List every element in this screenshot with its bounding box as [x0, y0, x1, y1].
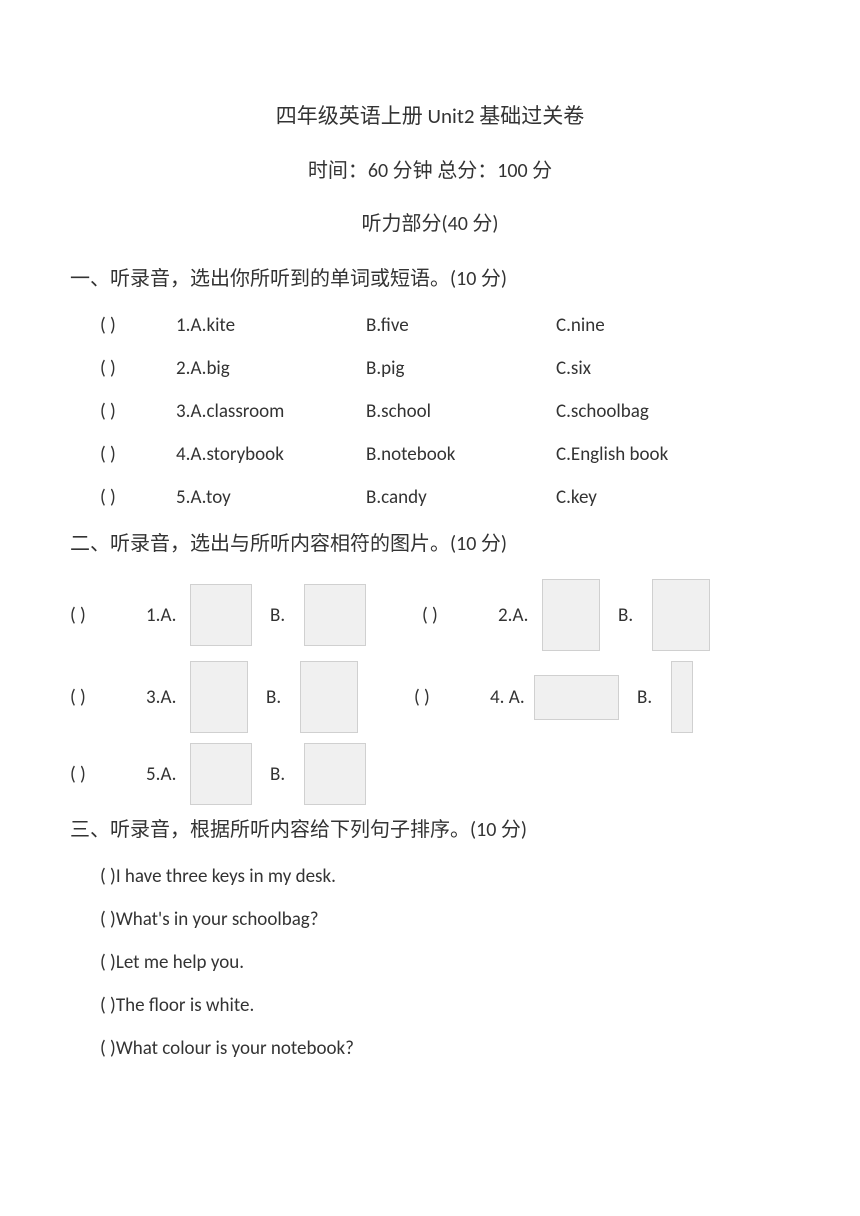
option-b: B.candy [366, 486, 556, 509]
label-b: B. [637, 686, 667, 709]
label-b: B. [618, 604, 648, 627]
s3-line4: ( )The floor is white. [70, 994, 790, 1017]
s3-line5: ( )What colour is your notebook? [70, 1037, 790, 1060]
q4-row: ( ) 4.A.storybook B.notebook C.English b… [70, 443, 790, 466]
answer-blank[interactable]: ( ) [422, 604, 498, 627]
option-b: B.five [366, 314, 556, 337]
option-b: B.school [366, 400, 556, 423]
storybook-icon [652, 579, 710, 651]
answer-blank[interactable]: ( ) [100, 994, 116, 1017]
option-c: C.schoolbag [556, 400, 649, 423]
listening-header: 听力部分(40 分) [70, 207, 790, 236]
s3-line3: ( )Let me help you. [70, 951, 790, 974]
option-a: 5.A.toy [176, 486, 366, 509]
answer-blank[interactable]: ( ) [100, 400, 176, 423]
q3-row: ( ) 3.A.classroom B.school C.schoolbag [70, 400, 790, 423]
english-book-icon [542, 579, 600, 651]
answer-blank[interactable]: ( ) [100, 1037, 116, 1060]
student-desk-icon [190, 743, 252, 805]
sentence: What's in your schoolbag? [116, 908, 319, 931]
section2-row3: ( ) 5.A. B. [70, 743, 790, 805]
maths-book-icon [300, 661, 358, 733]
s3-line1: ( )I have three keys in my desk. [70, 865, 790, 888]
option-a: 4.A.storybook [176, 443, 366, 466]
answer-blank[interactable]: ( ) [70, 604, 146, 627]
q2-row: ( ) 2.A.big B.pig C.six [70, 357, 790, 380]
pencil-box-icon [534, 675, 619, 720]
option-c: C.key [556, 486, 597, 509]
option-a: 2.A.big [176, 357, 366, 380]
label-b: B. [270, 763, 300, 786]
section2-title: 二、听录音，选出与所听内容相符的图片。(10 分) [70, 529, 790, 559]
time-score: 时间：60 分钟 总分：100 分 [70, 154, 790, 183]
option-c: C.nine [556, 314, 605, 337]
sentence: What colour is your notebook? [116, 1037, 354, 1060]
answer-blank[interactable]: ( ) [100, 314, 176, 337]
q5-row: ( ) 5.A.toy B.candy C.key [70, 486, 790, 509]
label-b: B. [266, 686, 296, 709]
answer-blank[interactable]: ( ) [100, 865, 116, 888]
option-c: C.English book [556, 443, 668, 466]
schoolbag-icon [304, 584, 366, 646]
label-3a: 3.A. [146, 686, 186, 709]
answer-blank[interactable]: ( ) [100, 908, 116, 931]
option-a: 1.A.kite [176, 314, 366, 337]
answer-blank[interactable]: ( ) [70, 763, 146, 786]
option-c: C.six [556, 357, 591, 380]
sentence: Let me help you. [116, 951, 244, 974]
answer-blank[interactable]: ( ) [100, 486, 176, 509]
label-5a: 5.A. [146, 763, 186, 786]
section2-row1: ( ) 1.A. B. ( ) 2.A. B. [70, 579, 790, 651]
label-4a: 4. A. [490, 686, 530, 709]
option-b: B.notebook [366, 443, 556, 466]
label-2a: 2.A. [498, 604, 538, 627]
label-1a: 1.A. [146, 604, 186, 627]
computer-icon [190, 584, 252, 646]
sentence: I have three keys in my desk. [116, 865, 336, 888]
chinese-book-icon [190, 661, 248, 733]
answer-blank[interactable]: ( ) [70, 686, 146, 709]
option-a: 3.A.classroom [176, 400, 366, 423]
student-reading-icon [304, 743, 366, 805]
s3-line2: ( )What's in your schoolbag? [70, 908, 790, 931]
answer-blank[interactable]: ( ) [100, 443, 176, 466]
q1-row: ( ) 1.A.kite B.five C.nine [70, 314, 790, 337]
label-b: B. [270, 604, 300, 627]
answer-blank[interactable]: ( ) [100, 951, 116, 974]
option-b: B.pig [366, 357, 556, 380]
section2-row2: ( ) 3.A. B. ( ) 4. A. B. [70, 661, 790, 733]
answer-blank[interactable]: ( ) [100, 357, 176, 380]
ruler-icon [671, 661, 693, 733]
page-title: 四年级英语上册 Unit2 基础过关卷 [70, 100, 790, 130]
answer-blank[interactable]: ( ) [414, 686, 490, 709]
sentence: The floor is white. [116, 994, 254, 1017]
section3-title: 三、听录音，根据所听内容给下列句子排序。(10 分) [70, 815, 790, 845]
section1-title: 一、听录音，选出你所听到的单词或短语。(10 分) [70, 264, 790, 294]
